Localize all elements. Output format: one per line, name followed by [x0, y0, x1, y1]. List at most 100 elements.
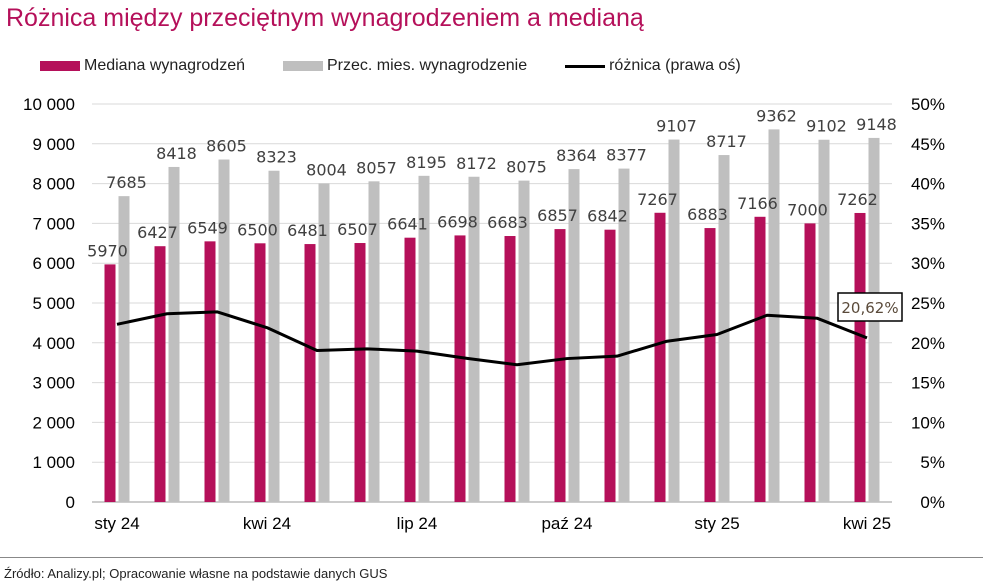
data-label-average: 8364	[556, 146, 597, 165]
data-label-median: 7166	[737, 194, 778, 213]
bar-median	[254, 243, 266, 503]
bar-average	[468, 176, 480, 502]
y2-tick-label: 30%	[911, 254, 945, 273]
x-tick-label: sty 24	[94, 514, 139, 533]
data-label-average: 8004	[306, 160, 347, 179]
x-tick-label: kwi 25	[843, 514, 891, 533]
divider	[0, 557, 983, 558]
bar-median	[154, 246, 166, 502]
legend-item-median: Mediana wynagrodzeń	[40, 57, 245, 75]
bar-average	[368, 181, 380, 502]
y-tick-label: 0	[66, 493, 75, 512]
y2-tick-label: 50%	[911, 95, 945, 114]
bar-average	[568, 169, 580, 502]
y2-tick-label: 45%	[911, 135, 945, 154]
data-label-median: 6857	[537, 206, 578, 225]
data-label-average: 9102	[806, 117, 847, 136]
bar-median	[604, 229, 616, 502]
y-tick-label: 4 000	[32, 334, 75, 353]
data-label-median: 6507	[337, 220, 378, 239]
data-label-median: 7262	[837, 190, 878, 209]
data-label-median: 5970	[87, 241, 128, 260]
bar-median	[454, 235, 466, 502]
data-label-median: 7267	[637, 190, 678, 209]
bar-average	[718, 155, 730, 502]
x-tick-label: sty 25	[694, 514, 739, 533]
legend-swatch	[40, 61, 80, 71]
bar-median	[504, 236, 516, 502]
legend-label: Przec. mies. wynagrodzenie	[327, 57, 528, 74]
y-tick-label: 5 000	[32, 294, 75, 313]
bar-average	[218, 159, 230, 502]
data-label-median: 6427	[137, 223, 178, 242]
data-label-average: 8418	[156, 144, 197, 163]
y2-tick-label: 35%	[911, 214, 945, 233]
data-label-median: 6698	[437, 212, 478, 231]
y2-tick-label: 10%	[911, 413, 945, 432]
bar-median	[554, 229, 566, 502]
x-tick-label: kwi 24	[243, 514, 291, 533]
y2-tick-label: 0%	[920, 493, 945, 512]
bar-average	[318, 183, 330, 502]
x-tick-label: paź 24	[541, 514, 592, 533]
data-label-median: 7000	[787, 200, 828, 219]
bar-average	[168, 166, 180, 502]
data-label-average: 9148	[856, 115, 897, 134]
y-tick-label: 2 000	[32, 413, 75, 432]
bar-median	[704, 228, 716, 503]
bar-average	[268, 170, 280, 502]
bar-median	[204, 241, 216, 502]
bar-average	[518, 180, 530, 503]
bar-median	[354, 243, 366, 502]
y-tick-label: 7 000	[32, 214, 75, 233]
y2-tick-label: 20%	[911, 334, 945, 353]
data-label-median: 6641	[387, 215, 428, 234]
y-tick-label: 8 000	[32, 175, 75, 194]
data-label-average: 8323	[256, 148, 297, 167]
legend-label: Mediana wynagrodzeń	[84, 57, 245, 74]
data-label-average: 9107	[656, 117, 697, 136]
annotation-box	[837, 292, 903, 322]
legend-item-difference: różnica (prawa oś)	[565, 57, 741, 75]
annotation-label: 20,62%	[841, 299, 898, 317]
y2-tick-label: 15%	[911, 374, 945, 393]
data-label-median: 6481	[287, 221, 328, 240]
data-label-median: 6683	[487, 213, 528, 232]
y-tick-label: 9 000	[32, 135, 75, 154]
bar-average	[668, 139, 680, 503]
y-tick-label: 3 000	[32, 374, 75, 393]
legend: Mediana wynagrodzeń Przec. mies. wynagro…	[40, 57, 779, 75]
data-label-average: 8057	[356, 158, 397, 177]
data-label-average: 8195	[406, 153, 447, 172]
legend-item-average: Przec. mies. wynagrodzenie	[283, 57, 527, 75]
bar-average	[418, 175, 430, 503]
chart-title: Różnica między przeciętnym wynagrodzenie…	[6, 4, 644, 32]
y2-tick-label: 5%	[920, 453, 945, 472]
data-label-median: 6883	[687, 205, 728, 224]
bar-median	[104, 264, 116, 502]
data-label-average: 9362	[756, 106, 797, 125]
y2-tick-label: 25%	[911, 294, 945, 313]
legend-swatch	[283, 61, 323, 71]
bar-median	[404, 237, 416, 502]
data-label-average: 8172	[456, 154, 497, 173]
x-tick-label: lip 24	[397, 514, 438, 533]
legend-label: różnica (prawa oś)	[609, 57, 741, 74]
data-label-average: 7685	[106, 173, 147, 192]
bar-average	[118, 196, 130, 502]
bar-median	[804, 223, 816, 502]
data-label-average: 8377	[606, 146, 647, 165]
data-label-average: 8075	[506, 158, 547, 177]
data-label-average: 8605	[206, 137, 247, 156]
data-label-median: 6549	[187, 218, 228, 237]
y2-tick-label: 40%	[911, 175, 945, 194]
data-label-median: 6842	[587, 207, 628, 226]
data-label-average: 8717	[706, 132, 747, 151]
source-note: Źródło: Analizy.pl; Opracowanie własne n…	[4, 566, 388, 581]
legend-swatch	[565, 64, 606, 68]
bar-median	[754, 216, 766, 502]
data-label-median: 6500	[237, 220, 278, 239]
y-tick-label: 10 000	[23, 95, 75, 114]
bar-median	[854, 212, 866, 502]
